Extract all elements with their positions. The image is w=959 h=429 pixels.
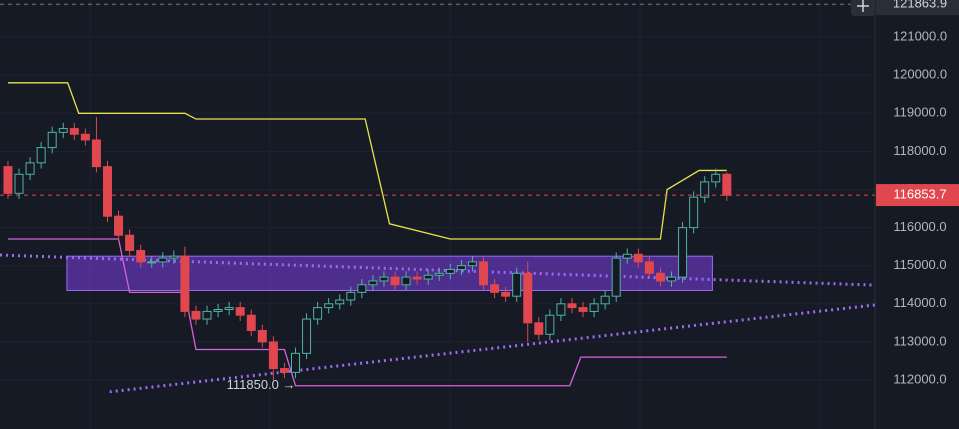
price-label-box — [876, 184, 959, 207]
candle-body — [114, 215, 124, 236]
y-tick-label: 113000.0 — [893, 333, 946, 348]
annotation: 111850.0 → — [227, 377, 296, 392]
candle-body — [689, 196, 699, 229]
candle-body — [313, 307, 323, 320]
candle-body — [722, 173, 732, 196]
candle-body — [147, 261, 157, 264]
y-tick-label: 115000.0 — [893, 257, 946, 272]
candle-body — [479, 261, 489, 286]
candle-body — [379, 276, 389, 282]
candle-body — [36, 147, 46, 164]
candle-body — [523, 272, 533, 324]
candle-body — [711, 173, 721, 183]
y-tick-label: 119000.0 — [893, 105, 946, 120]
candle-body — [556, 303, 566, 316]
candle-body — [335, 299, 345, 305]
candle-body — [467, 261, 477, 267]
candle-body — [644, 261, 654, 274]
candle-body — [224, 307, 234, 311]
candle-body — [213, 309, 223, 312]
candle-body — [158, 257, 168, 263]
candle-body — [58, 128, 68, 133]
candle-body — [633, 253, 643, 263]
candle-body — [180, 255, 190, 312]
candle-body — [434, 272, 444, 276]
candle-body — [490, 284, 500, 293]
candle-body — [47, 131, 57, 149]
indicator-line — [7, 82, 727, 240]
candle-body — [136, 249, 146, 263]
candle-body — [589, 303, 599, 312]
candle-body — [169, 255, 179, 259]
y-tick-label: 114000.0 — [893, 295, 946, 310]
candle-body — [600, 295, 610, 305]
candle-body — [257, 329, 267, 343]
crosshair-label-box — [876, 0, 959, 16]
candle-body — [246, 314, 256, 331]
candle-body — [91, 139, 101, 168]
price-label: 116853.7 — [893, 187, 946, 202]
y-tick-label: 118000.0 — [893, 143, 946, 158]
candle-body — [324, 303, 334, 309]
candle-body — [456, 265, 466, 271]
candle-body — [622, 253, 632, 259]
candle-body — [567, 303, 577, 309]
candle-body — [545, 314, 555, 335]
candle-body — [700, 181, 710, 198]
candle-body — [3, 166, 13, 194]
candle-body — [578, 307, 588, 312]
crosshair-label: 121863.9 — [893, 0, 947, 11]
candle-body — [279, 368, 289, 373]
trend-line — [0, 253, 876, 287]
candle-body — [235, 307, 245, 316]
candle-body — [667, 276, 677, 282]
candle-body — [390, 276, 400, 286]
candle-body — [501, 291, 511, 297]
y-tick-label: 120000.0 — [893, 67, 947, 82]
candle-body — [611, 257, 621, 297]
candle-body — [534, 322, 544, 335]
candle-body — [25, 162, 35, 175]
candle-body — [678, 227, 688, 278]
candle-body — [512, 272, 522, 297]
candle-body — [401, 276, 411, 286]
indicator-line — [7, 238, 727, 387]
candle-body — [291, 352, 301, 373]
candle-body — [423, 274, 433, 280]
trend-line — [109, 303, 876, 394]
y-tick-label: 112000.0 — [893, 371, 946, 386]
candle-body — [268, 341, 278, 370]
candle-body — [14, 173, 24, 194]
candle-body — [102, 166, 112, 217]
candle-body — [202, 310, 212, 320]
candle-body — [69, 128, 79, 135]
candle-body — [412, 276, 422, 280]
plus-button[interactable] — [851, 0, 875, 16]
candle-body — [346, 291, 356, 301]
candle-body — [655, 272, 665, 282]
y-tick-label: 121000.0 — [893, 29, 947, 44]
candle-body — [80, 133, 90, 141]
candle-body — [357, 284, 367, 293]
candle-body — [302, 318, 312, 354]
y-tick-label: 116000.0 — [893, 219, 946, 234]
candle-body — [191, 310, 201, 320]
candle-body — [445, 269, 455, 274]
candle-body — [125, 234, 135, 251]
candle-body — [368, 280, 378, 286]
